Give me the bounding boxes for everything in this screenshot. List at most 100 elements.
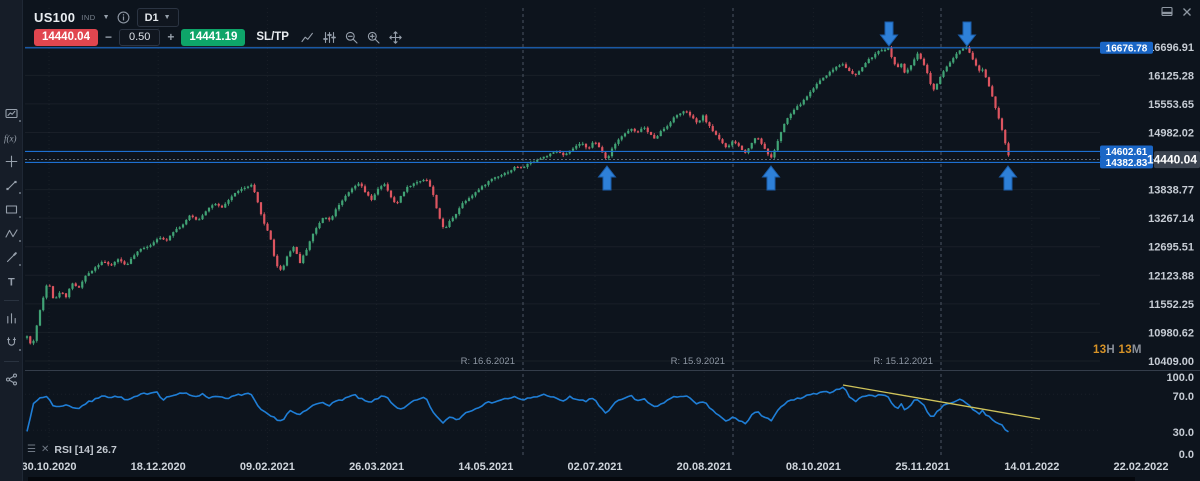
countdown-hours: 13 (1093, 344, 1107, 356)
share-icon[interactable] (2, 370, 21, 389)
time-axis[interactable]: 30.10.2020 18.12.2020 09.02.2021 26.03.2021… (21, 461, 1168, 473)
brush-icon[interactable] (2, 248, 21, 267)
price-axis-label: 12123.88 (1148, 270, 1194, 282)
symbol-name[interactable]: US100 (34, 10, 76, 25)
price-axis[interactable]: 16696.91 16125.28 15553.65 14982.02 13838.77… (1148, 42, 1195, 461)
price-axis-label: 14982.02 (1148, 127, 1194, 139)
down-arrow-annotation (957, 21, 977, 47)
magnet-icon[interactable] (2, 333, 21, 352)
time-axis-label: 20.08.2021 (677, 461, 732, 473)
svg-text:14602.61: 14602.61 (1106, 147, 1148, 158)
price-level-lines (25, 47, 1154, 164)
arrow-annotations[interactable] (597, 21, 1018, 191)
time-axis-label: 25.11.2021 (895, 461, 949, 473)
chevron-down-icon: ▼ (163, 14, 171, 21)
rsi-scale-label: 0.0 (1179, 449, 1194, 461)
sidebar-separator (3, 300, 19, 301)
spread-value[interactable]: 0.50 (118, 28, 161, 46)
time-axis-label: 08.10.2021 (786, 461, 841, 473)
close-icon[interactable] (1182, 7, 1192, 17)
level-price-tag (1100, 156, 1153, 169)
price-axis-label: 13838.77 (1148, 185, 1194, 197)
panel-window-controls (1161, 6, 1192, 17)
time-axis-label: 18.12.2020 (131, 461, 186, 473)
bottom-scroll-strip[interactable] (28, 477, 1135, 481)
buy-button[interactable]: 14441.19 (181, 28, 246, 46)
svg-text:14382.83: 14382.83 (1106, 158, 1148, 169)
crosshair-plus-icon[interactable] (2, 152, 21, 171)
rsi-scale-label: 70.0 (1173, 391, 1194, 403)
countdown-minutes-unit: M (1131, 344, 1142, 356)
rollover-label: R: 15.9.2021 (671, 356, 725, 367)
level-price-tag (1100, 145, 1153, 158)
trend-line-icon[interactable] (2, 176, 21, 195)
time-axis-label: 14.01.2022 (1004, 461, 1059, 473)
time-axis-label: 02.07.2021 (567, 461, 622, 473)
drawing-tools-sidebar: f(x) T (0, 0, 23, 481)
current-price-tag: 14440.04 (1147, 151, 1200, 169)
indicator-settings-icon[interactable]: ☰ (27, 444, 36, 455)
symbol-toolbar: US100 IND ▼ D1 ▼ (34, 8, 179, 27)
text-tool-icon[interactable]: T (2, 272, 21, 291)
line-chart-icon[interactable] (298, 28, 318, 46)
svg-text:14440.04: 14440.04 (1147, 153, 1197, 167)
countdown-hours-unit: H (1106, 344, 1116, 356)
spread-decrease-button[interactable]: − (104, 30, 112, 44)
up-arrow-annotation (761, 165, 781, 191)
volume-profile-icon[interactable] (2, 309, 21, 328)
sell-button[interactable]: 14440.04 (34, 28, 98, 46)
time-axis-label: 22.02.2022 (1113, 461, 1168, 473)
indicators-icon[interactable] (320, 28, 340, 46)
sidebar-separator (3, 361, 19, 362)
time-axis-label: 14.05.2021 (458, 461, 513, 473)
svg-text:f(x): f(x) (4, 133, 17, 143)
up-arrow-annotation (597, 165, 617, 191)
price-axis-label: 11552.25 (1149, 299, 1194, 311)
price-axis-label: 13267.14 (1148, 213, 1195, 225)
countdown-minutes: 13 (1118, 344, 1132, 356)
level-price-tag (1100, 41, 1153, 54)
rsi-curve (26, 386, 1009, 433)
indicator-close-icon[interactable]: ✕ (40, 444, 50, 455)
sltp-button[interactable]: SL/TP (256, 31, 289, 43)
time-axis-label: 30.10.2020 (21, 461, 76, 473)
price-axis-label: 16125.28 (1148, 70, 1194, 82)
chevron-down-icon[interactable]: ▼ (102, 14, 110, 21)
spread-increase-button[interactable]: + (167, 30, 175, 44)
price-axis-label: 12695.51 (1148, 242, 1194, 254)
rsi-trendline[interactable] (842, 384, 1041, 420)
function-fx-icon[interactable]: f(x) (2, 128, 21, 147)
rsi-scale-label: 30.0 (1173, 427, 1194, 439)
time-axis-label: 26.03.2021 (349, 461, 404, 473)
zoom-in-icon[interactable] (364, 28, 384, 46)
rectangle-icon[interactable] (2, 200, 21, 219)
down-arrow-annotation (879, 21, 899, 47)
price-axis-label: 16696.91 (1148, 42, 1194, 54)
order-toolbar: 14440.04 − 0.50 + 14441.19 SL/TP (34, 28, 406, 46)
rsi-indicator-header: ☰ ✕ RSI [14] 26.7 (27, 444, 117, 456)
rollover-label: R: 16.6.2021 (461, 356, 515, 367)
grid-lines (25, 8, 1100, 456)
up-arrow-annotation (998, 165, 1018, 191)
chart-layout-icon[interactable] (2, 104, 21, 123)
zoom-out-icon[interactable] (342, 28, 362, 46)
rsi-line (26, 386, 1009, 433)
timeframe-value: D1 (144, 11, 159, 24)
time-axis-label: 09.02.2021 (240, 461, 295, 473)
move-crosshair-icon[interactable] (386, 28, 406, 46)
candle-countdown-timer: 13H 13M (1093, 344, 1142, 356)
candles-layer (25, 45, 1010, 346)
window-icon[interactable] (1161, 6, 1173, 17)
zigzag-icon[interactable] (2, 224, 21, 243)
rsi-indicator-label: RSI [14] 26.7 (54, 444, 117, 456)
price-axis-label: 15553.65 (1148, 99, 1194, 111)
price-axis-label: 10980.62 (1148, 327, 1194, 339)
price-axis-label: 10409.00 (1148, 356, 1194, 368)
info-circle-icon[interactable] (117, 11, 130, 24)
rollover-label: R: 15.12.2021 (873, 356, 933, 367)
rsi-scale-label: 100.0 (1166, 372, 1194, 384)
timeframe-selector[interactable]: D1 ▼ (136, 8, 179, 27)
